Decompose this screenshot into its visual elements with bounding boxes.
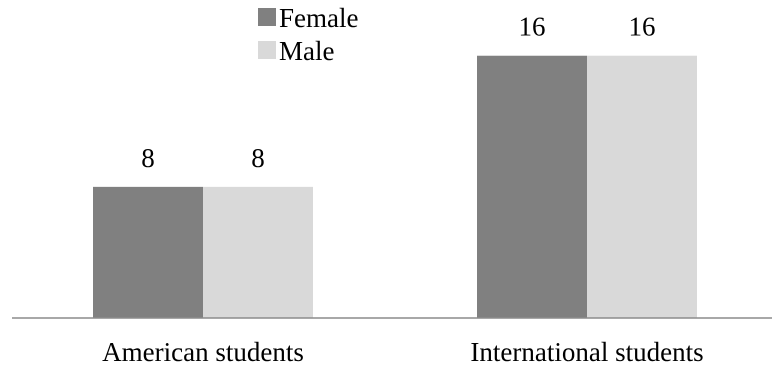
- bars-layer: [93, 55, 697, 318]
- bar-female-international-students: [477, 55, 587, 318]
- legend-label-female: Female: [279, 3, 358, 33]
- legend-swatch-female: [258, 8, 276, 26]
- data-label-female-international-students: 16: [519, 12, 546, 42]
- bar-male-american-students: [203, 186, 313, 318]
- legend-label-male: Male: [279, 36, 334, 66]
- tick-label-international-students: International students: [470, 337, 703, 367]
- data-label-male-international-students: 16: [629, 12, 656, 42]
- category-tick-labels: American students International students: [102, 337, 703, 367]
- data-labels-layer: 8 8 16 16: [141, 12, 655, 173]
- tick-label-american-students: American students: [102, 337, 304, 367]
- legend-swatch-male: [258, 41, 276, 59]
- bar-female-american-students: [93, 186, 203, 318]
- bar-male-international-students: [587, 55, 697, 318]
- data-label-female-american-students: 8: [141, 143, 155, 173]
- data-label-male-american-students: 8: [251, 143, 265, 173]
